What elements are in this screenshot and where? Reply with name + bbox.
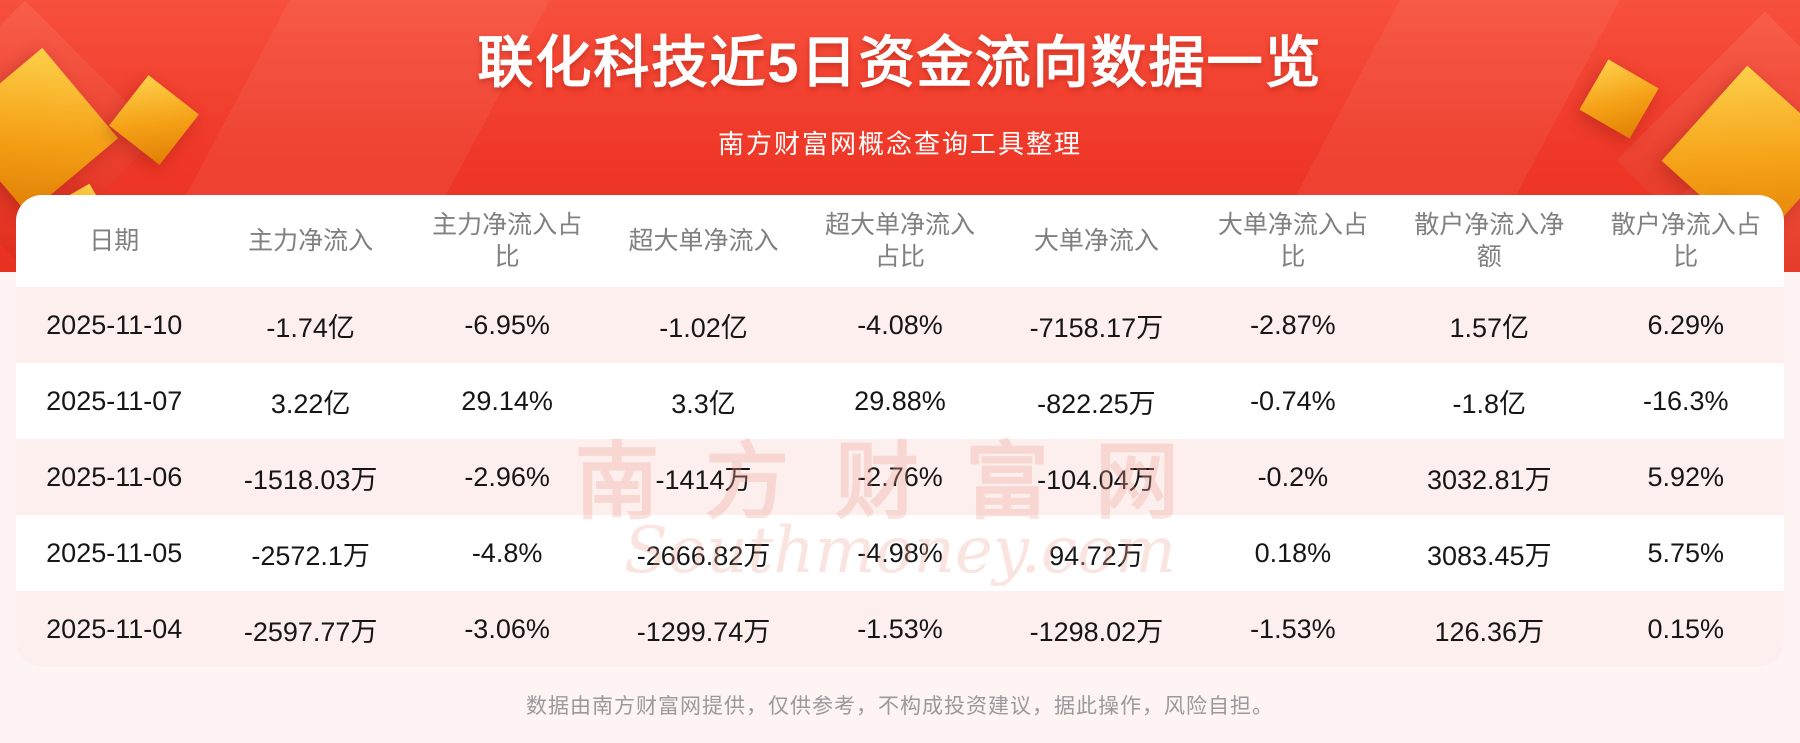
table-row: 2025-11-10 -1.74亿 -6.95% -1.02亿 -4.08% -7158.… (16, 287, 1784, 363)
column-header: 日期 (89, 226, 140, 255)
value-cell: 1.57亿 (1449, 312, 1530, 343)
table-row: 2025-11-07 3.22亿 29.14% 3.3亿 29.88% -822.25万 -… (16, 363, 1784, 439)
value-cell: -7158.17万 (1029, 312, 1164, 343)
value-cell: -2.76% (857, 461, 943, 492)
value-cell: 0.15% (1647, 613, 1725, 644)
column-header: 大单净流入占比 (1217, 210, 1368, 272)
value-cell: -1.53% (857, 613, 943, 644)
value-cell: -2.96% (464, 461, 550, 492)
value-cell: -0.74% (1250, 385, 1336, 416)
value-cell: -16.3% (1642, 385, 1729, 416)
value-cell: -6.95% (464, 309, 550, 340)
date-cell: 2025-11-04 (46, 613, 183, 644)
column-header: 散户净流入净额 (1414, 210, 1565, 272)
value-cell: -4.8% (471, 537, 543, 568)
data-card: 日期 主力净流入 主力净流入占比 超大单净流入 超大单净流入占比 大单净流入 大单净流入占比… (16, 195, 1784, 667)
value-cell: -1298.02万 (1029, 616, 1164, 647)
value-cell: -2597.77万 (243, 616, 378, 647)
value-cell: -822.25万 (1037, 388, 1156, 419)
footer-disclaimer: 数据由南方财富网提供，仅供参考，不构成投资建议，据此操作，风险自担。 (526, 695, 1274, 718)
value-cell: -2.87% (1250, 309, 1336, 340)
date-cell: 2025-11-06 (46, 461, 183, 492)
value-cell: 126.36万 (1434, 616, 1545, 647)
value-cell: 3.22亿 (270, 388, 351, 419)
value-cell: 0.18% (1254, 537, 1332, 568)
value-cell: -0.2% (1257, 461, 1329, 492)
value-cell: 5.92% (1647, 461, 1725, 492)
fund-flow-table: 日期 主力净流入 主力净流入占比 超大单净流入 超大单净流入占比 大单净流入 大单净流入占比… (16, 195, 1784, 667)
value-cell: -1.8亿 (1452, 388, 1527, 419)
value-cell: -1299.74万 (636, 616, 771, 647)
value-cell: -2572.1万 (251, 540, 370, 571)
value-cell: 3032.81万 (1426, 464, 1552, 495)
value-cell: 3.3亿 (671, 388, 736, 419)
value-cell: -1414万 (655, 464, 752, 495)
value-cell: 3083.45万 (1426, 540, 1552, 571)
value-cell: -1.74亿 (266, 312, 355, 343)
page-title: 联化科技近5日资金流向数据一览 (477, 31, 1323, 94)
column-header: 超大单净流入 (628, 226, 779, 255)
date-cell: 2025-11-05 (46, 537, 183, 568)
value-cell: 29.88% (854, 385, 946, 416)
column-header: 超大单净流入占比 (824, 210, 975, 272)
value-cell: -1.02亿 (659, 312, 748, 343)
value-cell: -4.08% (857, 309, 943, 340)
value-cell: -1.53% (1250, 613, 1336, 644)
table-row: 2025-11-04 -2597.77万 -3.06% -1299.74万 -1.53%… (16, 591, 1784, 667)
column-header: 主力净流入 (248, 226, 374, 255)
page-subtitle: 南方财富网概念查询工具整理 (717, 129, 1082, 159)
table-header-row: 日期 主力净流入 主力净流入占比 超大单净流入 超大单净流入占比 大单净流入 大单净流入占比… (16, 195, 1784, 287)
column-header: 主力净流入占比 (432, 210, 583, 272)
table-body: 2025-11-10 -1.74亿 -6.95% -1.02亿 -4.08% -7158.… (16, 287, 1784, 667)
value-cell: -3.06% (464, 613, 550, 644)
table-row: 2025-11-05 -2572.1万 -4.8% -2666.82万 -4.98% 94… (16, 515, 1784, 591)
value-cell: 29.14% (461, 385, 553, 416)
column-header: 大单净流入 (1033, 226, 1159, 255)
value-cell: -104.04万 (1037, 464, 1156, 495)
table-row: 2025-11-06 -1518.03万 -2.96% -1414万 -2.76% -10… (16, 439, 1784, 515)
date-cell: 2025-11-07 (46, 385, 183, 416)
value-cell: 6.29% (1647, 309, 1725, 340)
value-cell: -4.98% (857, 537, 943, 568)
value-cell: -2666.82万 (636, 540, 771, 571)
value-cell: -1518.03万 (243, 464, 378, 495)
column-header: 散户净流入占比 (1610, 210, 1761, 272)
value-cell: 5.75% (1647, 537, 1725, 568)
value-cell: 94.72万 (1049, 540, 1144, 571)
date-cell: 2025-11-10 (46, 309, 183, 340)
